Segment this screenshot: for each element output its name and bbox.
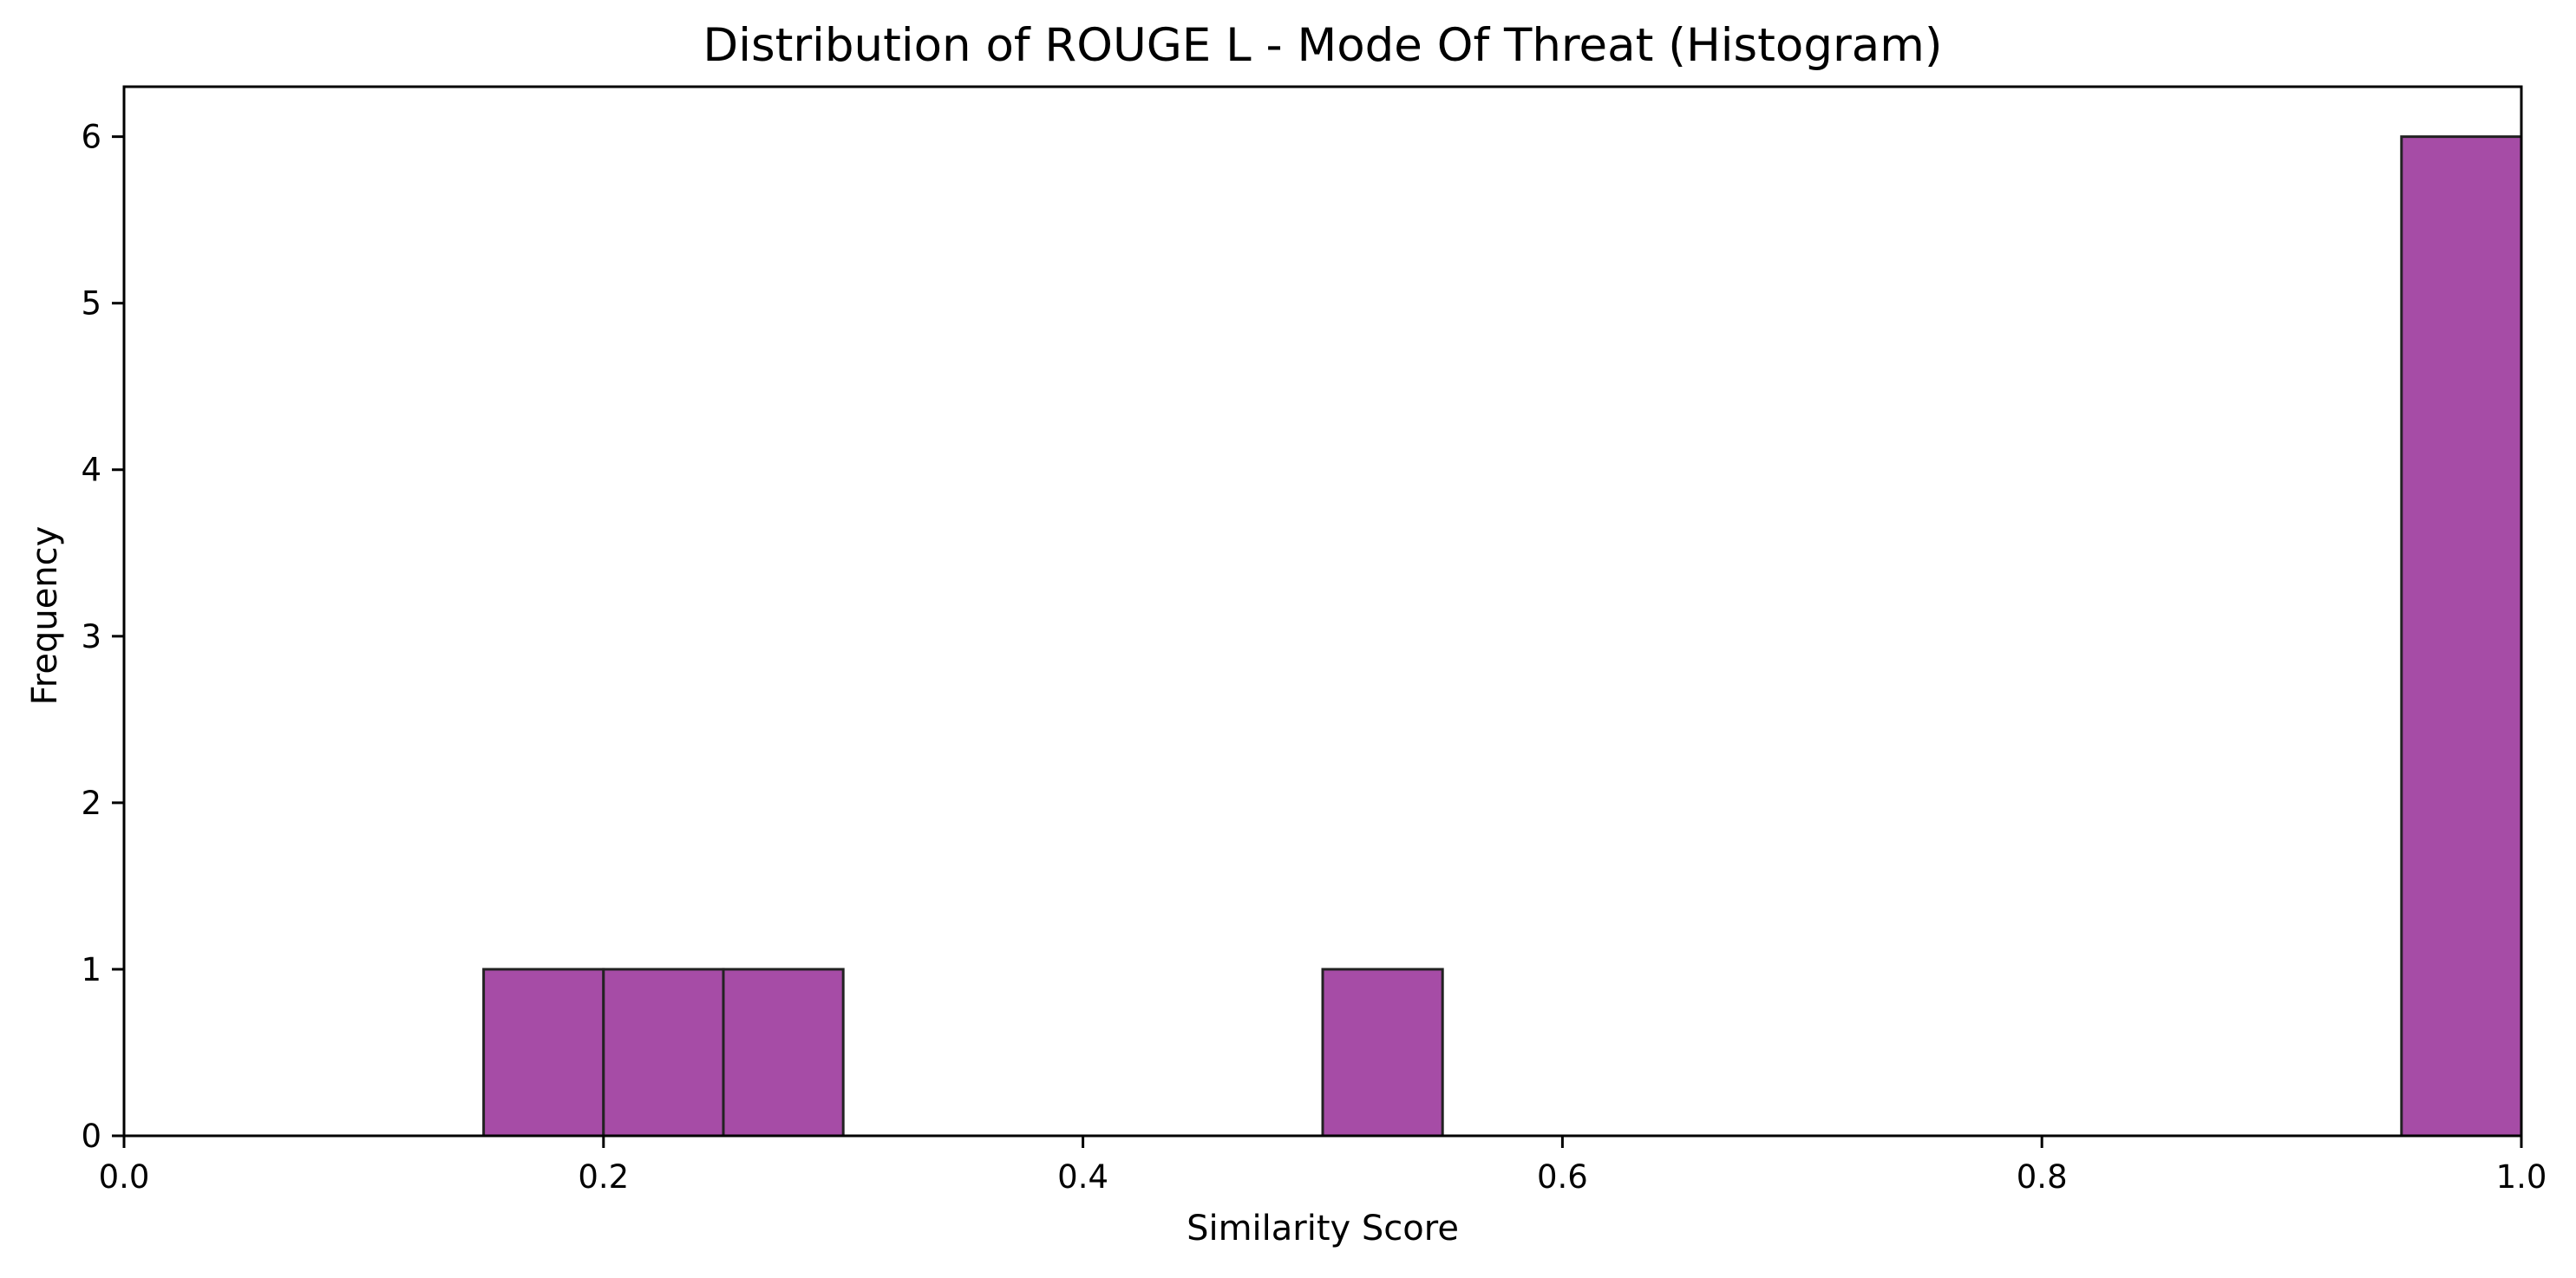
chart-title: Distribution of ROUGE L - Mode Of Threat… bbox=[703, 19, 1942, 72]
histogram-bar-1 bbox=[482, 968, 605, 1138]
y-tick-label: 2 bbox=[81, 785, 101, 822]
y-axis-label: Frequency bbox=[25, 526, 65, 706]
y-tick-label: 4 bbox=[81, 452, 101, 489]
y-tick-label: 5 bbox=[81, 285, 101, 323]
y-tick-label: 1 bbox=[81, 951, 101, 988]
histogram-bar-4 bbox=[1321, 968, 1444, 1138]
x-tick-label: 0.6 bbox=[1537, 1158, 1588, 1196]
x-tick-label: 0.2 bbox=[578, 1158, 629, 1196]
plot-area: 0.0 0.2 0.4 0.6 0.8 1.0 0 1 2 3 4 5 6 bbox=[81, 85, 2547, 1196]
y-tick-label: 6 bbox=[81, 119, 101, 156]
histogram-bar-3 bbox=[722, 968, 845, 1138]
x-axis-label: Similarity Score bbox=[1187, 1209, 1459, 1249]
x-tick-label: 0.8 bbox=[2017, 1158, 2068, 1196]
y-tick-label: 0 bbox=[81, 1118, 101, 1155]
axes-frame bbox=[122, 85, 2523, 1138]
histogram-bar-5 bbox=[2400, 135, 2523, 1138]
y-tick-label: 3 bbox=[81, 618, 101, 655]
x-tick-label: 0.0 bbox=[99, 1158, 150, 1196]
histogram-bar-2 bbox=[602, 968, 725, 1138]
x-tick-label: 1.0 bbox=[2496, 1158, 2547, 1196]
x-tick-label: 0.4 bbox=[1057, 1158, 1108, 1196]
